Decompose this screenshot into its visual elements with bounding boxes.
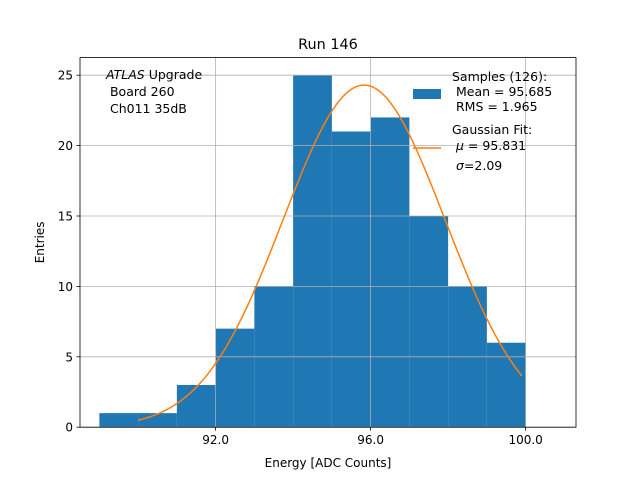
legend-samples-title: Samples (126): — [452, 69, 547, 84]
histogram-bar — [293, 75, 332, 428]
y-tick-label: 25 — [58, 69, 73, 83]
y-tick-label: 10 — [58, 280, 73, 294]
svg-text:ATLAS Upgrade: ATLAS Upgrade — [105, 67, 202, 82]
run-annotation: ATLAS Upgrade Board 260 Ch011 35dB — [105, 67, 202, 116]
x-tick-label: 96.0 — [357, 433, 384, 447]
legend-samples-rms: RMS = 1.965 — [452, 99, 538, 114]
annotation-experiment-suffix: Upgrade — [145, 67, 203, 82]
histogram-bar — [409, 216, 449, 428]
legend-fit-sigma-symbol: σ — [456, 158, 465, 173]
annotation-experiment: ATLAS — [105, 67, 145, 82]
gaussian-fit-curve — [137, 84, 523, 421]
histogram-bar — [486, 342, 526, 428]
svg-text:μ = 95.831: μ = 95.831 — [455, 138, 526, 153]
chart-title: Run 146 — [298, 37, 358, 53]
histogram-bar — [331, 131, 371, 428]
legend-fit-title: Gaussian Fit: — [452, 122, 532, 137]
legend-samples-swatch — [413, 89, 441, 99]
annotation-board: Board 260 — [106, 84, 175, 99]
legend-fit-mu-symbol: μ — [455, 138, 464, 153]
annotation-channel: Ch011 35dB — [106, 101, 187, 116]
y-axis-ticks: 0 5 10 15 20 25 — [58, 69, 80, 435]
histogram-bar — [176, 384, 216, 428]
histogram-bar — [370, 117, 410, 428]
legend-fit-mu-value: = 95.831 — [464, 138, 526, 153]
y-tick-label: 20 — [58, 139, 73, 153]
legend: Samples (126): Mean = 95.685 RMS = 1.965… — [413, 69, 552, 173]
y-tick-label: 5 — [65, 350, 73, 364]
y-tick-label: 0 — [65, 421, 73, 435]
histogram-bar — [215, 328, 255, 428]
axes-frame — [79, 57, 577, 428]
legend-samples-mean: Mean = 95.685 — [452, 84, 552, 99]
x-tick-label: 100.0 — [508, 433, 542, 447]
x-tick-label: 92.0 — [202, 433, 229, 447]
histogram-bar — [99, 413, 139, 428]
x-axis-label: Energy [ADC Counts] — [265, 456, 392, 470]
svg-text:σ=2.09: σ=2.09 — [456, 158, 502, 173]
histogram-bar — [138, 413, 177, 428]
y-tick-label: 15 — [58, 210, 73, 224]
legend-fit-sigma-value: =2.09 — [464, 158, 502, 173]
y-axis-label: Entries — [33, 222, 47, 264]
x-axis-ticks: 92.0 96.0 100.0 — [202, 427, 543, 447]
